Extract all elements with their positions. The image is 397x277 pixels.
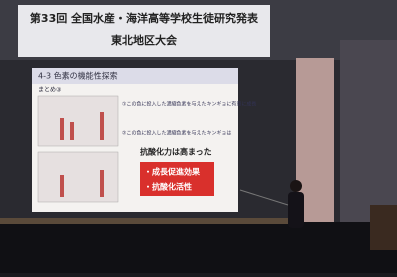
point-2: ②この色に投入した濃縮色素を与えたキンギョは [122,130,231,137]
banner-line2: 東北地区大会 [111,33,178,47]
chart-bar [100,170,104,197]
slide-title: 4-3 色素の機能性探索 [38,71,118,81]
chart-image [38,152,118,202]
conclusion: 抗酸化力は高まった [140,147,212,157]
chart-bar [60,175,64,197]
effect: ・成長促進効果 [144,167,200,177]
chart-bar [70,122,74,140]
point-1: ①この色に投入した濃縮色素を与えたキンギョに有意に成長 [122,101,256,108]
presenter-body [288,192,304,228]
presenter-head [290,180,302,192]
chart-bar [100,112,104,140]
banner-line1: 第33回 全国水産・海洋高等学校生徒研究発表 [30,11,259,25]
stage [0,222,397,273]
photo: 第33回 全国水産・海洋高等学校生徒研究発表 東北地区大会 4-3 色素の機能性… [0,0,397,273]
chart-image [38,96,118,146]
effect: ・抗酸化活性 [144,182,192,192]
chart-bar [60,118,64,140]
summary-label: まとめ③ [38,87,61,94]
stage-edge [0,218,300,224]
podium [370,205,397,250]
